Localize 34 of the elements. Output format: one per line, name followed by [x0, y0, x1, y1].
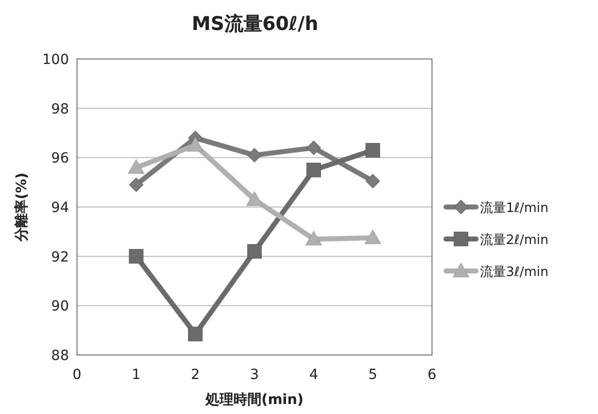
x-tick-label: 4	[309, 367, 318, 383]
y-tick-label: 94	[51, 200, 70, 216]
point	[247, 148, 262, 162]
point	[305, 230, 322, 246]
y-tick-label: 92	[51, 249, 69, 266]
point	[246, 191, 263, 206]
y-tick-label: 98	[51, 101, 69, 118]
legend-label: 流量2ℓ/min	[480, 232, 549, 248]
point	[188, 326, 203, 342]
point	[364, 230, 382, 244]
point	[366, 143, 380, 158]
x-tick-label: 6	[428, 367, 437, 383]
point	[306, 140, 321, 156]
point	[187, 137, 204, 152]
x-axis-title: 処理時間(min)	[204, 392, 304, 408]
x-tick-label: 3	[250, 367, 259, 383]
y-tick-label: 88	[51, 348, 69, 364]
x-tick-label: 2	[190, 367, 200, 383]
y-tick-label: 90	[51, 298, 69, 315]
x-tick-label: 0	[72, 367, 82, 383]
y-axis-title: 分離率(%)	[13, 172, 30, 242]
chart-title: MS流量60ℓ/h	[192, 13, 318, 35]
point	[306, 162, 321, 178]
point	[366, 174, 380, 188]
x-tick-label: 1	[132, 367, 141, 383]
point	[128, 249, 144, 264]
y-tick-label: 100	[42, 52, 69, 68]
x-tick-label: 5	[368, 367, 378, 383]
y-tick-label: 96	[51, 150, 70, 167]
legend-label: 流量3ℓ/min	[480, 264, 549, 280]
point	[128, 178, 144, 192]
legend-label: 流量1ℓ/min	[480, 200, 549, 216]
point	[247, 244, 262, 259]
point	[128, 159, 144, 174]
